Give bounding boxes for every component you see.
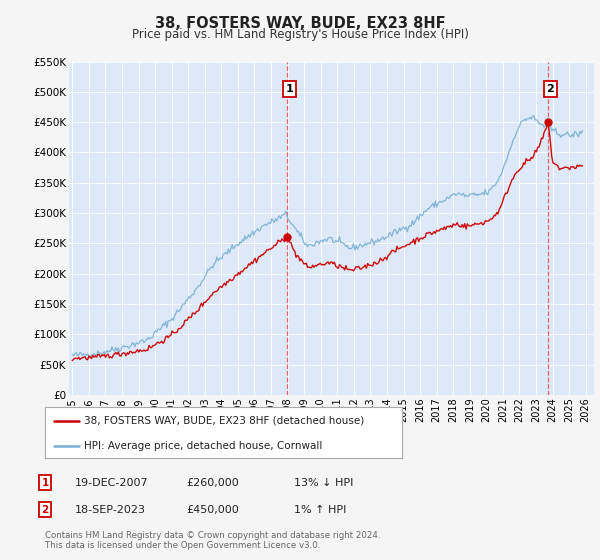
Text: 2: 2 (41, 505, 49, 515)
Text: £450,000: £450,000 (186, 505, 239, 515)
Text: 1: 1 (41, 478, 49, 488)
Text: 38, FOSTERS WAY, BUDE, EX23 8HF (detached house): 38, FOSTERS WAY, BUDE, EX23 8HF (detache… (84, 416, 365, 426)
Text: HPI: Average price, detached house, Cornwall: HPI: Average price, detached house, Corn… (84, 441, 323, 451)
Text: 19-DEC-2007: 19-DEC-2007 (75, 478, 149, 488)
Text: Contains HM Land Registry data © Crown copyright and database right 2024.: Contains HM Land Registry data © Crown c… (45, 531, 380, 540)
Text: 13% ↓ HPI: 13% ↓ HPI (294, 478, 353, 488)
Text: Price paid vs. HM Land Registry's House Price Index (HPI): Price paid vs. HM Land Registry's House … (131, 28, 469, 41)
Text: This data is licensed under the Open Government Licence v3.0.: This data is licensed under the Open Gov… (45, 541, 320, 550)
Text: £260,000: £260,000 (186, 478, 239, 488)
Text: 38, FOSTERS WAY, BUDE, EX23 8HF: 38, FOSTERS WAY, BUDE, EX23 8HF (155, 16, 445, 31)
Text: 2: 2 (547, 84, 554, 94)
Text: 1% ↑ HPI: 1% ↑ HPI (294, 505, 346, 515)
Text: 18-SEP-2023: 18-SEP-2023 (75, 505, 146, 515)
Text: 1: 1 (286, 84, 293, 94)
